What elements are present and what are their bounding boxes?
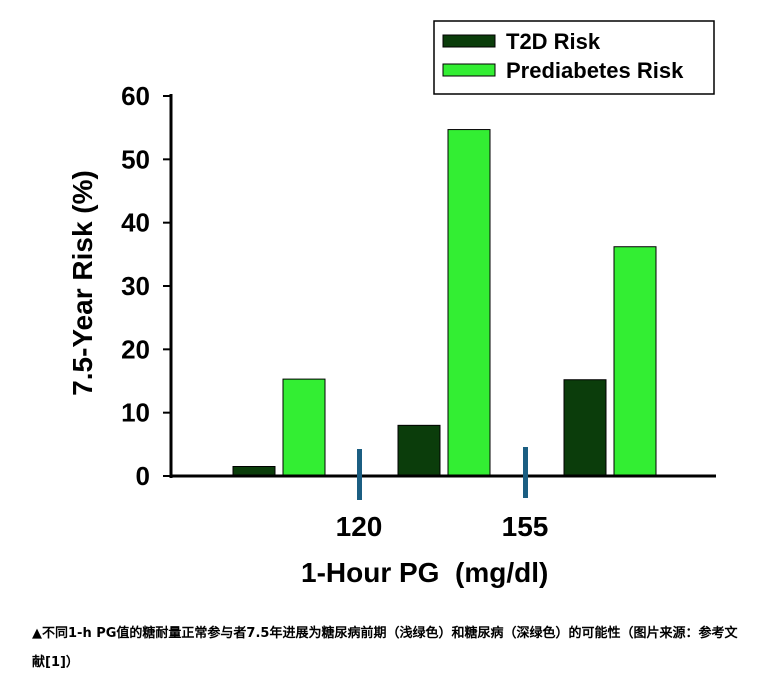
legend-swatch-prediabetes: [442, 63, 496, 77]
y-tick-label: 0: [136, 461, 150, 491]
y-tick-label: 50: [121, 144, 150, 174]
bar-chart: T2D Risk Prediabetes Risk 7.5-Year Risk …: [67, 20, 716, 588]
bar-prediabetes-0: [282, 378, 326, 477]
y-tick-label: 10: [121, 398, 150, 428]
y-ticks: 0 10 20 30 40 50 60: [121, 81, 171, 491]
y-axis-title: 7.5-Year Risk (%): [67, 170, 98, 396]
threshold-marker-155: [523, 447, 528, 498]
bars: [232, 129, 657, 477]
bar-prediabetes-2: [613, 246, 657, 477]
bar-t2d-1: [397, 424, 441, 477]
bar-t2d-2: [563, 379, 607, 477]
legend: T2D Risk Prediabetes Risk: [433, 20, 715, 95]
legend-label-prediabetes: Prediabetes Risk: [506, 58, 684, 83]
y-tick-label: 60: [121, 81, 150, 111]
legend-label-t2d: T2D Risk: [506, 29, 601, 54]
x-axis-title: 1-Hour PG (mg/dl): [301, 557, 548, 588]
y-tick-label: 40: [121, 208, 150, 238]
y-tick-label: 30: [121, 271, 150, 301]
threshold-marker-120: [357, 449, 362, 500]
legend-swatch-t2d: [442, 34, 496, 48]
figure-caption: ▲不同1-h PG值的糖耐量正常参与者7.5年进展为糖尿病前期（浅绿色）和糖尿病…: [32, 626, 738, 670]
bar-prediabetes-1: [447, 129, 491, 477]
legend-box: [433, 20, 715, 95]
threshold-label-120: 120: [336, 511, 383, 542]
y-tick-label: 20: [121, 334, 150, 364]
threshold-label-155: 155: [502, 511, 549, 542]
